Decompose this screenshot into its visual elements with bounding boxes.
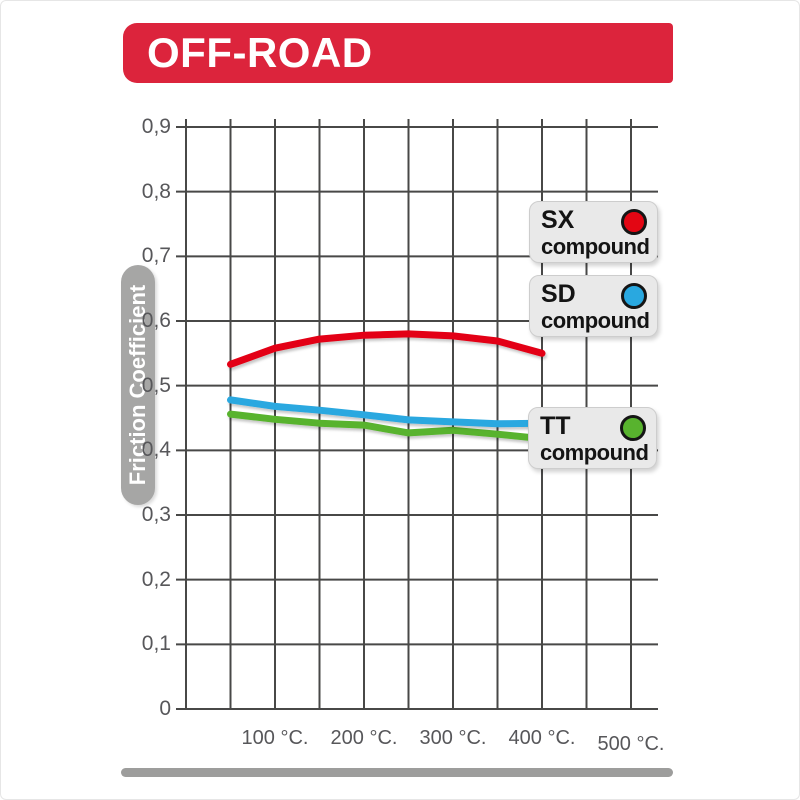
y-tick-1: 0,8 — [141, 179, 171, 203]
legend-subtitle-sx: compound — [541, 234, 650, 259]
tt-compound-dot-icon — [620, 415, 646, 441]
legend-title-tt: TT — [540, 412, 571, 440]
legend-item-tt: TT compound — [528, 407, 657, 469]
legend-title-sd: SD — [541, 280, 576, 308]
series-line-sx — [227, 330, 546, 368]
y-tick-6: 0,3 — [141, 503, 171, 526]
series-line-tt — [227, 410, 546, 443]
legend-title-sx: SX — [541, 206, 575, 234]
legend-item-sx: SX compound — [529, 201, 658, 263]
y-tick-5: 0,4 — [141, 438, 171, 462]
category-banner: OFF-ROAD — [123, 23, 673, 83]
y-tick-2: 0,7 — [141, 244, 171, 268]
x-tick-4: 500 °C. — [597, 733, 665, 755]
y-tick-3: 0,6 — [141, 309, 171, 332]
y-axis-label-pill: Friction Coefficient — [121, 265, 155, 505]
series-line-sd — [227, 396, 546, 428]
banner-title: OFF-ROAD — [147, 29, 373, 76]
legend-subtitle-sd: compound — [541, 308, 650, 333]
sx-compound-dot-icon — [621, 209, 647, 235]
x-tick-0: 100 °C. — [241, 727, 309, 749]
y-tick-7: 0,2 — [141, 567, 171, 591]
x-tick-2: 300 °C. — [419, 727, 487, 749]
y-tick-9: 0 — [159, 697, 171, 720]
legend-item-sd: SD compound — [529, 275, 658, 337]
legend-subtitle-tt: compound — [540, 440, 649, 465]
x-tick-1: 200 °C. — [330, 727, 398, 749]
y-tick-4: 0,5 — [141, 373, 171, 397]
y-tick-8: 0,1 — [141, 632, 171, 656]
y-tick-0: 0,9 — [141, 115, 171, 138]
x-tick-3: 400 °C. — [508, 727, 576, 749]
bottom-divider-bar — [121, 768, 673, 777]
sd-compound-dot-icon — [621, 283, 647, 309]
